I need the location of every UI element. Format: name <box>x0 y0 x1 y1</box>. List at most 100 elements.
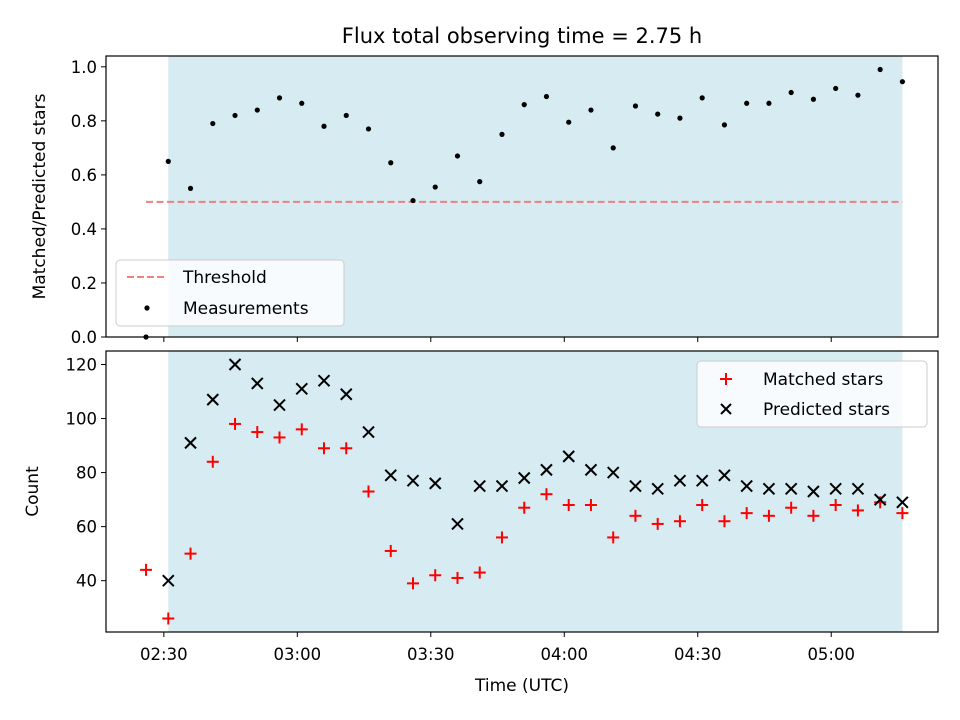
y-tick-label: 1.0 <box>71 58 97 77</box>
x-tick-label: 05:00 <box>807 645 855 664</box>
y-tick-label: 0.4 <box>71 220 97 239</box>
measurement-point <box>210 120 216 127</box>
measurement-point <box>721 122 728 128</box>
matched-star-marker <box>273 431 286 444</box>
predicted-star-marker <box>273 398 286 412</box>
legend-predicted-swatch <box>720 403 732 415</box>
x-tick-label: 03:30 <box>407 645 455 664</box>
predicted-star-marker <box>406 474 420 487</box>
measurement-point <box>788 89 794 96</box>
measurement-point <box>877 66 883 73</box>
matched-star-marker <box>140 563 153 576</box>
y-tick-label: 0.0 <box>71 328 97 347</box>
predicted-star-marker <box>873 493 887 506</box>
predicted-star-marker <box>228 358 242 371</box>
predicted-star-marker <box>518 471 531 485</box>
predicted-star-marker <box>495 479 509 493</box>
measurement-point <box>254 107 260 113</box>
predicted-star-marker <box>784 482 798 496</box>
matched-star-marker <box>785 501 798 514</box>
x-tick-label: 04:30 <box>674 645 722 664</box>
y-tick-label: 80 <box>76 464 97 483</box>
matched-star-marker <box>162 612 175 625</box>
matched-star-marker <box>896 507 909 520</box>
ratio-legend-box <box>115 259 345 327</box>
predicted-star-marker <box>206 393 219 406</box>
predicted-star-marker <box>362 425 375 439</box>
matched-star-marker <box>762 509 775 522</box>
x-axis-label: Time (UTC) <box>474 676 569 696</box>
predicted-star-marker <box>251 377 264 390</box>
measurement-point <box>410 197 416 204</box>
matched-star-marker <box>696 499 709 512</box>
matched-star-marker <box>584 499 597 512</box>
count-legend-box <box>696 360 928 428</box>
measurement-point <box>165 158 171 164</box>
ratio-y-axis-label: Matched/Predicted stars <box>30 93 50 299</box>
ratio-ticks: 0.0 0.2 0.4 0.6 0.8 1.0 <box>71 58 832 347</box>
measurement-point <box>343 112 349 119</box>
count-ticks: 40 60 80 100 120 02:30 03:00 03:30 04:00 04:30 05:… <box>66 356 856 664</box>
predicted-star-marker <box>451 517 464 531</box>
predicted-star-marker <box>673 474 687 487</box>
count-axes-frame <box>105 350 939 633</box>
predicted-star-marker <box>651 482 664 496</box>
predicted-star-marker <box>562 450 575 463</box>
x-tick-label: 02:30 <box>140 645 188 664</box>
matched-star-marker <box>495 531 508 544</box>
measurement-point <box>610 145 616 151</box>
measurement-point <box>276 95 283 101</box>
chart-title: Flux total observing time = 2.75 h <box>342 24 702 48</box>
predicted-star-marker <box>829 482 842 496</box>
predicted-star-marker <box>540 463 553 477</box>
matched-star-marker <box>429 569 442 582</box>
measurement-point <box>899 79 906 85</box>
measurement-point <box>632 103 639 109</box>
y-tick-label: 40 <box>76 572 97 591</box>
predicted-star-marker <box>695 474 709 487</box>
matched-star-marker <box>740 507 753 520</box>
legend-measurements-swatch <box>144 305 150 311</box>
measurement-point <box>810 96 817 102</box>
legend-threshold-label: Threshold <box>182 268 267 288</box>
matched-star-marker <box>718 515 731 528</box>
measurement-point <box>543 93 550 100</box>
measurement-point <box>477 179 483 185</box>
measurement-point <box>187 185 194 191</box>
measurement-point <box>766 100 772 106</box>
measurement-point <box>499 131 505 137</box>
legend-measurements-label: Measurements <box>183 299 309 319</box>
predicted-star-marker <box>851 482 865 496</box>
measurement-point <box>833 85 839 92</box>
matched-star-marker <box>206 455 219 468</box>
matched-star-marker <box>318 442 331 455</box>
matched-star-marker <box>851 504 864 517</box>
ratio-axes-frame <box>105 55 939 338</box>
legend-predicted-label: Predicted stars <box>763 400 890 420</box>
predicted-star-marker <box>629 479 642 493</box>
y-tick-label: 0.6 <box>71 166 97 185</box>
predicted-star-marker <box>740 479 753 493</box>
matched-star-marker <box>451 571 464 584</box>
matched-star-marker <box>340 442 353 455</box>
matched-star-marker <box>362 485 375 498</box>
matched-star-marker <box>562 499 575 512</box>
measurement-point <box>232 112 238 119</box>
count-y-axis-label: Count <box>23 466 43 517</box>
measurement-point <box>454 153 461 159</box>
matched-star-marker <box>651 517 664 530</box>
matched-star-marker <box>473 566 486 579</box>
measurement-point <box>588 107 594 113</box>
predicted-star-marker <box>607 466 620 479</box>
measurement-point <box>432 184 438 190</box>
y-tick-label: 0.8 <box>71 112 97 131</box>
measurement-point <box>699 95 705 101</box>
matched-star-marker <box>229 417 242 430</box>
predicted-star-marker <box>473 479 486 493</box>
measurement-point <box>855 92 861 98</box>
legend-matched-label: Matched stars <box>763 370 883 390</box>
y-tick-label: 100 <box>66 410 98 429</box>
measurement-point <box>655 111 661 117</box>
predicted-star-marker <box>896 496 909 509</box>
measurement-point <box>677 115 683 121</box>
